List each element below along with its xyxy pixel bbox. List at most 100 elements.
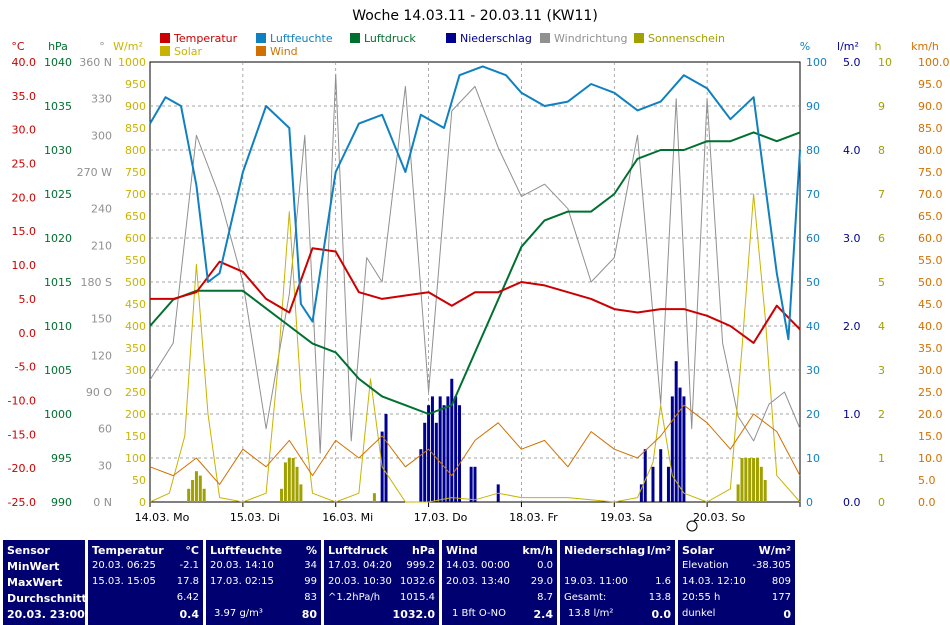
temp-tick: -20.0 [8,462,36,475]
x-label: 15.03. Di [230,511,280,524]
bar-niederschlag [643,449,647,502]
wind-tick: 100.0 [918,56,950,69]
solar-tick: 700 [125,188,146,201]
dir-tick: 180 S [81,276,112,289]
wind-tick: 5.0 [918,474,936,487]
series-luftdruck [149,131,801,415]
hum-min: 34 [304,560,317,571]
wind-tick: 0.0 [918,496,936,509]
axis-unit: h [875,40,882,53]
bar-niederschlag [458,405,462,502]
solar-elev: -38.305 [752,560,791,571]
x-label: 19.03. Sa [600,511,652,524]
press-header: Luftdruck [328,544,388,557]
sensor-header: Sensor [7,544,50,557]
series-solar [149,193,801,503]
bar-niederschlag [651,466,655,502]
stats-wind: Wind km/h 14.03. 00:00 0.0 20.03. 13:40 29.… [442,540,557,625]
wind-tick: 20.0 [918,408,943,421]
temp-tick: 20.0 [12,191,37,204]
press-unit: hPa [411,544,435,557]
solar-tick: 800 [125,144,146,157]
solar-tick: 850 [125,122,146,135]
stats-luftdruck: Luftdruck hPa 17.03. 04:20 999.2 20.03. 10… [324,540,439,625]
wind-avg: 8.7 [537,592,553,603]
press-min-time: 17.03. 04:20 [328,560,392,571]
wind-tick: 25.0 [918,386,943,399]
press-max-time: 20.03. 10:30 [328,576,392,587]
bar-niederschlag [430,396,434,502]
axis-unit: °C [11,40,25,53]
dir-tick: 60 [98,423,112,436]
series-temperatur [150,247,801,344]
press-min: 999.2 [406,560,435,571]
sensor-row-min: MinWert [7,560,60,573]
stats-solar: Solar W/m² Elevation -38.305 14.03. 12:10 8… [678,540,795,625]
temp-current: 0.4 [179,608,200,621]
bar-sonnenschein [187,488,191,502]
bar-sonnenschein [763,480,767,502]
hum-tick: 80 [806,144,820,157]
hum-min-time: 20.03. 14:10 [210,560,274,571]
dir-tick: 90 O [86,386,112,399]
bar-sonnenschein [280,488,284,502]
sun-tick: 1 [878,452,885,465]
dir-tick: 240 [91,203,112,216]
press-tick: 1025 [44,188,72,201]
hum-tick: 10 [806,452,820,465]
dir-tick: 150 [91,313,112,326]
temp-header: Temperatur [92,544,164,557]
wind-tick: 30.0 [918,364,943,377]
axis-unit: km/h [911,40,939,53]
bar-niederschlag [427,405,431,502]
wind-header: Wind [446,544,478,557]
bar-niederschlag [678,387,682,502]
rain-sum: 13.8 l/m² [568,608,614,619]
bar-sonnenschein [736,484,740,502]
hum-avg: 83 [304,592,317,603]
dir-tick: 270 W [77,166,112,179]
dir-tick: 330 [91,93,112,106]
press-tick: 1005 [44,364,72,377]
bar-sonnenschein [744,458,748,502]
wind-tick: 75.0 [918,166,943,179]
bar-series [187,361,767,502]
legend-label: Luftfeuchte [270,32,333,45]
press-current: 1032.0 [392,608,435,621]
wind-min-time: 14.03. 00:00 [446,560,510,571]
temp-tick: 40.0 [12,56,37,69]
bar-niederschlag [450,378,454,502]
solar-tick: 300 [125,364,146,377]
temp-tick: 10.0 [12,259,37,272]
bar-sonnenschein [191,480,195,502]
temp-tick: -15.0 [8,428,36,441]
rain-tick: 1.0 [843,408,861,421]
rain-tick: 2.0 [843,320,861,333]
legend-swatch [160,46,170,56]
sun-tick: 9 [878,100,885,113]
bar-sonnenschein [295,466,299,502]
rain-current: 0.0 [651,608,672,621]
bar-niederschlag [419,449,423,502]
sensor-row-avg: Durchschnitt [7,592,87,605]
wind-tick: 55.0 [918,254,943,267]
bar-sonnenschein [740,458,744,502]
wind-tick: 70.0 [918,188,943,201]
hum-tick: 20 [806,408,820,421]
legend-swatch [256,33,266,43]
wind-tick: 35.0 [918,342,943,355]
wind-tick: 15.0 [918,430,943,443]
weather-chart: Woche 14.03.11 - 20.03.11 (KW11) Tempera… [8,8,950,532]
temp-avg: 6.42 [176,592,199,603]
x-axis-labels: 14.03. Mo 15.03. Di 16.03. Mi 17.03. Do 18.0… [135,502,801,524]
solar-unit: W/m² [758,544,791,557]
series-luftfeuchte [149,65,801,341]
solar-tick: 600 [125,232,146,245]
solar-avg-time: 20:55 h [682,592,721,603]
legend-swatch [446,33,456,43]
solar-max: 809 [771,576,791,587]
hum-tick: 100 [806,56,827,69]
sun-tick: 0 [878,496,885,509]
press-tick: 1015 [44,276,72,289]
solar-tick: 1000 [118,56,146,69]
